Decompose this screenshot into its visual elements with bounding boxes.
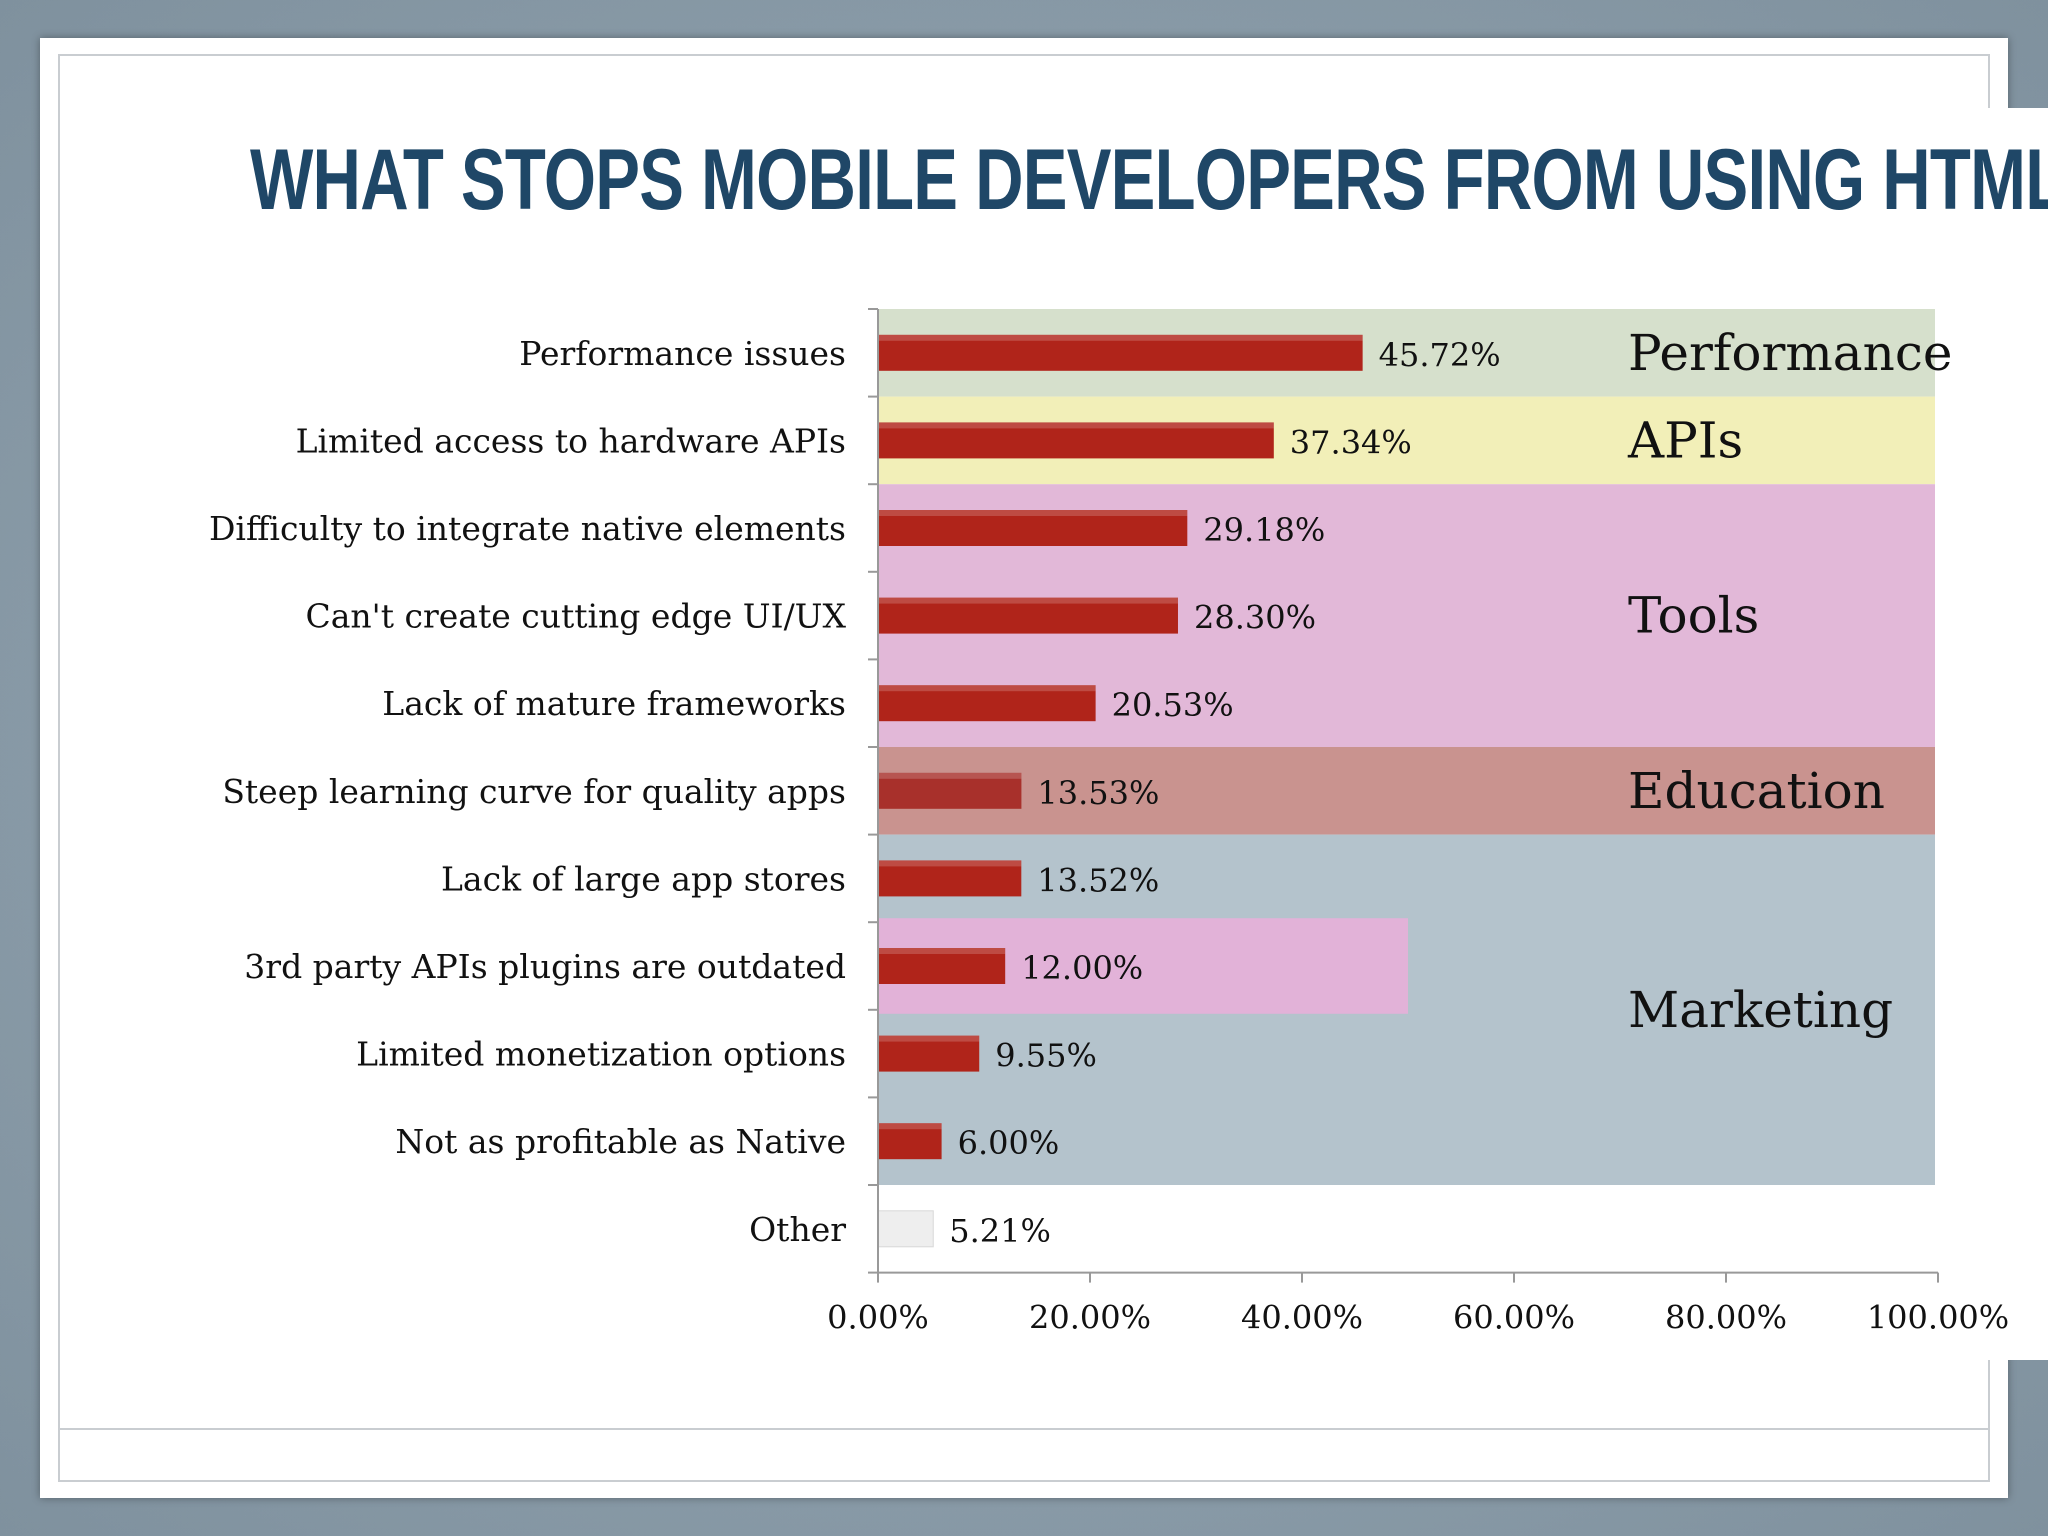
bar-highlight [878, 948, 1006, 954]
category-label: Steep learning curve for quality apps [222, 772, 846, 811]
bar-highlight [878, 685, 1096, 692]
bar-highlight [878, 510, 1188, 516]
x-tick-label: 60.00% [1453, 1299, 1575, 1337]
category-label: 3rd party APIs plugins are outdated [244, 947, 846, 986]
x-tick-label: 0.00% [827, 1299, 929, 1337]
group-label-performance: Performance [1628, 324, 1952, 382]
category-label: Other [749, 1210, 846, 1249]
bar [878, 334, 1363, 371]
bar [878, 422, 1274, 459]
category-label: Limited monetization options [356, 1035, 846, 1074]
value-label: 5.21% [949, 1212, 1051, 1250]
category-label: Difficulty to integrate native elements [209, 509, 846, 548]
value-label: 28.30% [1194, 599, 1316, 637]
slide-side-panel [1950, 108, 2048, 1360]
bar [878, 772, 1022, 809]
value-label: 20.53% [1112, 686, 1234, 724]
value-label: 37.34% [1290, 423, 1412, 461]
bar-highlight [878, 772, 1022, 779]
bar-highlight [878, 422, 1274, 429]
group-label-marketing: Marketing [1628, 981, 1893, 1039]
bar [878, 510, 1188, 546]
bar [878, 1123, 942, 1160]
bar [878, 685, 1096, 722]
category-label: Not as profitable as Native [395, 1122, 846, 1161]
x-tick-label: 80.00% [1665, 1299, 1787, 1337]
value-label: 13.53% [1037, 774, 1159, 812]
group-label-apis: APIs [1627, 411, 1743, 469]
bar-highlight [878, 860, 1022, 867]
bar [878, 1210, 934, 1247]
bar [878, 860, 1022, 897]
group-band-education [878, 747, 1935, 835]
bar [878, 948, 1006, 984]
category-label: Performance issues [519, 334, 846, 373]
value-label: 45.72% [1379, 336, 1501, 374]
value-label: 9.55% [995, 1037, 1097, 1075]
x-tick-label: 20.00% [1029, 1299, 1151, 1337]
bar [878, 597, 1178, 634]
x-tick-label: 40.00% [1241, 1299, 1363, 1337]
bar [878, 1035, 980, 1072]
value-label: 6.00% [958, 1124, 1060, 1162]
category-label: Lack of large app stores [441, 859, 846, 898]
x-tick-label: 100.00% [1867, 1299, 2009, 1337]
bar-highlight [878, 597, 1178, 604]
bar-highlight [878, 1123, 942, 1130]
category-label: Can't create cutting edge UI/UX [306, 597, 847, 636]
group-label-education: Education [1628, 762, 1885, 820]
footer-divider [58, 1428, 1990, 1430]
group-label-tools: Tools [1628, 587, 1759, 645]
category-label: Limited access to hardware APIs [296, 421, 846, 460]
value-label: 29.18% [1203, 511, 1325, 549]
bar-highlight [878, 1035, 980, 1042]
category-label: Lack of mature frameworks [382, 684, 846, 723]
bar-highlight [878, 334, 1363, 341]
value-label: 13.52% [1037, 861, 1159, 899]
value-label: 12.00% [1021, 949, 1143, 987]
